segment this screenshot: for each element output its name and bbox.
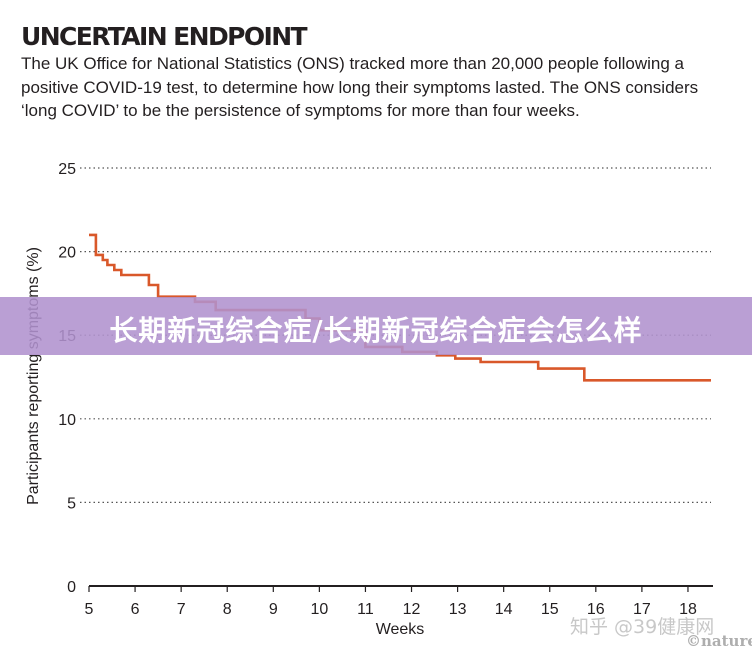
y-tick-labels: 0510152025 — [58, 161, 76, 596]
x-tick-label: 17 — [633, 601, 651, 618]
x-tick-label: 13 — [449, 601, 467, 618]
x-tick-label: 5 — [85, 601, 94, 618]
x-tick-label: 6 — [131, 601, 140, 618]
chart-description: The UK Office for National Statistics (O… — [21, 54, 699, 120]
banner-text: 长期新冠综合症/长期新冠综合症会怎么样 — [109, 314, 643, 347]
x-tick-label: 10 — [310, 601, 328, 618]
zhihu-watermark: 知乎 @39健康网 — [570, 616, 715, 638]
y-tick-label: 25 — [58, 161, 76, 178]
nature-watermark: ©nature — [686, 632, 752, 650]
x-tick-labels: 5 6 7 8 9 10 11 12 13 14 15 16 17 18 — [85, 586, 697, 618]
y-tick-label: 10 — [58, 412, 76, 429]
x-tick-label: 7 — [177, 601, 186, 618]
y-tick-label: 20 — [58, 245, 76, 262]
y-axis-label: Participants reporting symptoms (%) — [25, 247, 42, 505]
chart-title: UNCERTAIN ENDPOINT — [21, 22, 308, 51]
x-axis-label: Weeks — [376, 621, 425, 638]
x-tick-label: 8 — [223, 601, 232, 618]
x-tick-label: 12 — [403, 601, 421, 618]
x-tick-label: 14 — [495, 601, 513, 618]
y-tick-label: 5 — [67, 495, 76, 512]
x-tick-label: 16 — [587, 601, 605, 618]
overlay-banner: 长期新冠综合症/长期新冠综合症会怎么样 — [0, 297, 752, 355]
x-tick-label: 9 — [269, 601, 278, 618]
x-tick-label: 15 — [541, 601, 559, 618]
y-tick-label: 0 — [67, 579, 76, 596]
x-tick-label: 18 — [679, 601, 697, 618]
x-tick-label: 11 — [357, 601, 374, 618]
